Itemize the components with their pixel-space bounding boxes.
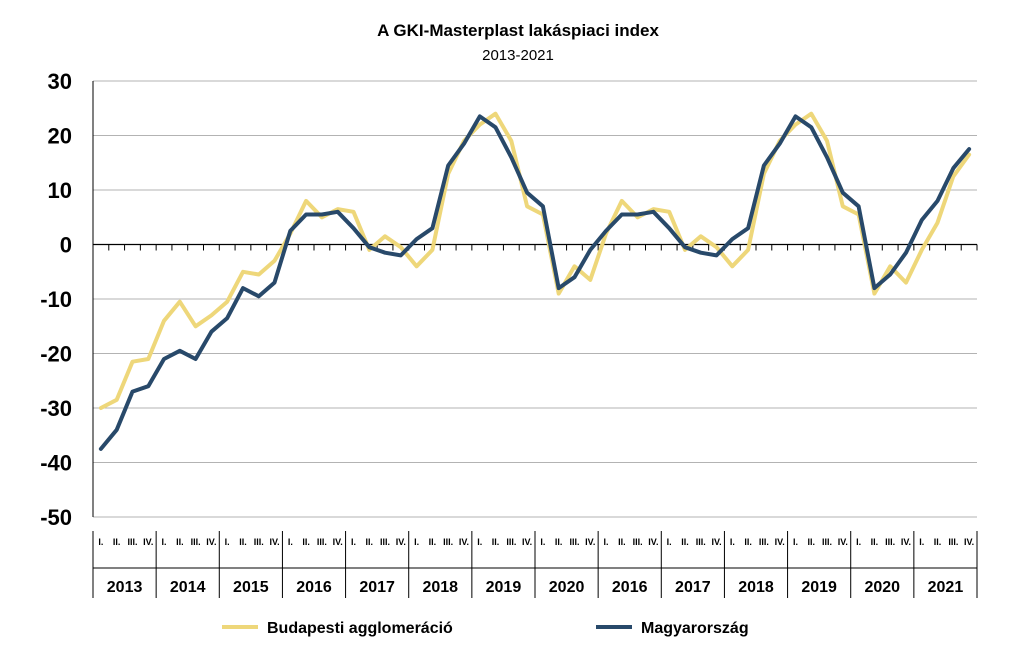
quarter-label: IV. bbox=[396, 537, 406, 547]
quarter-label: I. bbox=[162, 537, 167, 547]
quarter-label: II. bbox=[744, 537, 752, 547]
quarter-label: IV. bbox=[838, 537, 848, 547]
quarter-label: IV. bbox=[775, 537, 785, 547]
quarter-label: II. bbox=[492, 537, 500, 547]
year-label: 2018 bbox=[422, 579, 458, 596]
quarter-label: I. bbox=[540, 537, 545, 547]
year-label: 2015 bbox=[233, 579, 269, 596]
quarter-label: IV. bbox=[964, 537, 974, 547]
quarter-label: IV. bbox=[143, 537, 153, 547]
year-label: 2013 bbox=[107, 579, 143, 596]
quarter-label: II. bbox=[555, 537, 563, 547]
quarter-label: I. bbox=[225, 537, 230, 547]
gridlines bbox=[93, 80, 977, 518]
year-label: 2021 bbox=[928, 579, 964, 596]
quarter-label: III. bbox=[380, 537, 390, 547]
quarter-label: I. bbox=[919, 537, 924, 547]
quarter-label: III. bbox=[317, 537, 327, 547]
y-axis: 30 20 10 0 -10 -20 -30 -40 -50 bbox=[40, 69, 94, 530]
quarter-label: II. bbox=[871, 537, 879, 547]
quarter-label: III. bbox=[696, 537, 706, 547]
quarter-label: III. bbox=[254, 537, 264, 547]
legend-label-budapest: Budapesti agglomeráció bbox=[267, 620, 453, 637]
quarter-label: III. bbox=[822, 537, 832, 547]
series-line-budapest bbox=[98, 111, 972, 410]
year-label: 2014 bbox=[170, 579, 206, 596]
chart-subtitle: 2013-2021 bbox=[482, 47, 554, 64]
year-label: 2016 bbox=[612, 579, 648, 596]
quarter-label: IV. bbox=[585, 537, 595, 547]
legend-label-magyarorszag: Magyarország bbox=[641, 620, 749, 637]
quarter-label: II. bbox=[618, 537, 626, 547]
year-label: 2020 bbox=[549, 579, 585, 596]
quarter-label: I. bbox=[477, 537, 482, 547]
series-lines bbox=[98, 111, 972, 451]
quarter-label: II. bbox=[113, 537, 121, 547]
quarter-label: III. bbox=[506, 537, 516, 547]
quarter-label: III. bbox=[633, 537, 643, 547]
quarter-label: II. bbox=[365, 537, 373, 547]
y-tick-label: 20 bbox=[48, 124, 72, 149]
y-tick-label: -20 bbox=[40, 342, 72, 367]
year-label: 2017 bbox=[675, 579, 711, 596]
quarter-label: I. bbox=[98, 537, 103, 547]
quarter-label: III. bbox=[127, 537, 137, 547]
y-tick-label: -50 bbox=[40, 505, 72, 530]
quarter-label: III. bbox=[759, 537, 769, 547]
chart-title: A GKI-Masterplast lakáspiaci index bbox=[377, 21, 659, 40]
quarter-label: IV. bbox=[522, 537, 532, 547]
quarter-label: I. bbox=[288, 537, 293, 547]
y-tick-label: -30 bbox=[40, 396, 72, 421]
quarter-label: IV. bbox=[459, 537, 469, 547]
quarter-label: IV. bbox=[648, 537, 658, 547]
quarter-label: IV. bbox=[206, 537, 216, 547]
y-tick-label: 0 bbox=[60, 233, 72, 258]
quarter-label: I. bbox=[793, 537, 798, 547]
x-axis: I. II. III. IV. 2013 I. II. III. IV. 2014 I. II. III… bbox=[92, 243, 978, 598]
series-line-magyarorszag bbox=[98, 114, 972, 451]
quarter-label: II. bbox=[302, 537, 310, 547]
quarter-label: II. bbox=[429, 537, 437, 547]
quarter-label: I. bbox=[414, 537, 419, 547]
quarter-label: I. bbox=[856, 537, 861, 547]
year-label: 2019 bbox=[801, 579, 837, 596]
quarter-label: I. bbox=[351, 537, 356, 547]
year-label: 2019 bbox=[486, 579, 522, 596]
quarter-label: IV. bbox=[333, 537, 343, 547]
y-tick-label: -40 bbox=[40, 451, 72, 476]
legend: Budapesti agglomeráció Magyarország bbox=[222, 620, 749, 637]
quarter-label: III. bbox=[443, 537, 453, 547]
year-label: 2016 bbox=[296, 579, 332, 596]
quarter-label: III. bbox=[885, 537, 895, 547]
quarter-label: III. bbox=[948, 537, 958, 547]
quarter-label: I. bbox=[604, 537, 609, 547]
quarter-label: I. bbox=[667, 537, 672, 547]
quarter-label: II. bbox=[934, 537, 942, 547]
quarter-label: II. bbox=[176, 537, 184, 547]
year-label: 2017 bbox=[359, 579, 395, 596]
year-label: 2018 bbox=[738, 579, 774, 596]
quarter-label: III. bbox=[569, 537, 579, 547]
y-tick-label: -10 bbox=[40, 287, 72, 312]
quarter-label: II. bbox=[681, 537, 689, 547]
quarter-label: I. bbox=[730, 537, 735, 547]
y-tick-label: 10 bbox=[48, 178, 72, 203]
quarter-label: III. bbox=[191, 537, 201, 547]
quarter-label: II. bbox=[807, 537, 815, 547]
year-label: 2020 bbox=[864, 579, 900, 596]
quarter-label: IV. bbox=[901, 537, 911, 547]
quarter-label: IV. bbox=[269, 537, 279, 547]
quarter-label: IV. bbox=[711, 537, 721, 547]
y-tick-label: 30 bbox=[48, 69, 72, 94]
quarter-label: II. bbox=[239, 537, 247, 547]
